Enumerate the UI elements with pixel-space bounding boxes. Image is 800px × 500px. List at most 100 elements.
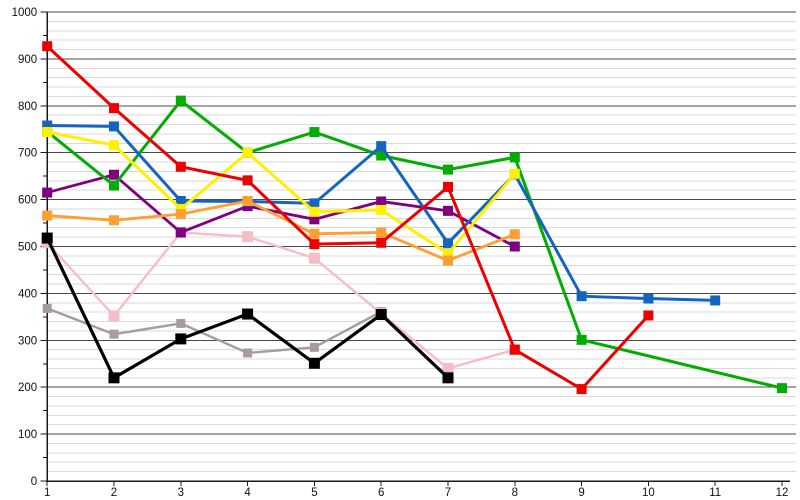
marker-pink-x7	[442, 362, 454, 374]
series-yellow	[42, 127, 520, 259]
marker-black-x7	[442, 372, 454, 384]
series-black	[41, 232, 454, 384]
marker-red-x6	[376, 237, 387, 248]
y-tick-label: 1000	[12, 7, 38, 19]
marker-green-x6	[376, 150, 387, 161]
marker-orange-x7	[443, 255, 453, 266]
marker-gray-x4	[243, 348, 253, 358]
series-line-yellow	[46, 130, 516, 256]
x-tick-label: 9	[578, 487, 584, 499]
series-blue	[42, 120, 721, 306]
marker-purple-x7	[443, 205, 453, 216]
marker-red-x1	[42, 41, 53, 52]
x-tick-label: 6	[378, 487, 384, 499]
marker-yellow-x8	[509, 168, 520, 179]
marker-orange-x2	[109, 215, 119, 226]
marker-green-x9	[576, 334, 587, 345]
marker-purple-x2	[109, 169, 119, 180]
marker-green-x3	[175, 95, 186, 106]
marker-green-x2	[109, 180, 119, 191]
marker-yellow-x5	[309, 206, 320, 217]
y-tick-label: 800	[18, 101, 37, 113]
marker-blue-x6	[376, 141, 387, 152]
marker-red-x10	[643, 310, 654, 321]
x-tick-label: 12	[776, 487, 789, 499]
marker-purple-x5	[309, 214, 320, 225]
marker-purple-x6	[376, 196, 387, 207]
marker-blue-x7	[443, 238, 453, 249]
marker-purple-x3	[175, 227, 186, 238]
marker-black-x6	[375, 309, 387, 321]
series-line-pink	[46, 231, 516, 370]
series-line-green	[46, 98, 783, 390]
x-tick-label: 1	[44, 487, 50, 499]
marker-black-x1	[41, 232, 53, 244]
y-tick-label: 300	[18, 335, 37, 347]
series-line-orange	[47, 199, 516, 263]
marker-orange-x1	[42, 210, 53, 221]
series-orange	[42, 196, 520, 266]
marker-yellow-x3	[175, 203, 186, 214]
gridlines	[47, 11, 796, 473]
y-tick-label: 200	[18, 382, 37, 394]
y-tick-label: 400	[18, 288, 37, 300]
marker-red-x4	[242, 175, 253, 186]
marker-orange-x4	[242, 196, 253, 207]
marker-green-x7	[443, 164, 453, 175]
y-tick-label: 700	[18, 148, 37, 160]
marker-blue-x3	[175, 196, 186, 207]
marker-red-x7	[443, 181, 453, 192]
x-tick-label: 10	[642, 487, 655, 499]
marker-pink-x4	[242, 231, 254, 243]
marker-yellow-x7	[443, 248, 453, 259]
marker-black-x4	[242, 308, 254, 320]
marker-orange-x8	[509, 229, 520, 240]
series-red	[42, 41, 654, 395]
x-tick-label: 7	[445, 487, 451, 499]
marker-red-x9	[576, 384, 587, 395]
marker-yellow-x6	[376, 204, 387, 215]
marker-green-x12	[777, 383, 787, 394]
marker-gray-x2	[109, 329, 119, 339]
marker-gray-x3	[176, 318, 186, 328]
marker-blue-x11	[710, 295, 721, 306]
x-tick-label: 3	[178, 487, 184, 499]
marker-purple-x8	[509, 241, 520, 252]
marker-red-x3	[175, 161, 186, 172]
marker-blue-x10	[643, 293, 654, 304]
marker-green-x8	[509, 152, 520, 163]
marker-black-x5	[308, 357, 320, 369]
x-tick-label: 8	[512, 487, 518, 499]
marker-gray-x5	[309, 342, 319, 352]
y-tick-label: 100	[18, 429, 37, 441]
x-tick-label: 11	[709, 487, 721, 499]
y-tick-label: 900	[18, 54, 37, 66]
marker-blue-x9	[576, 291, 587, 302]
x-tick-label: 4	[244, 487, 251, 499]
marker-gray-x1	[42, 303, 52, 313]
marker-yellow-x4	[242, 147, 253, 158]
marker-red-x2	[109, 103, 119, 114]
marker-red-x5	[309, 239, 320, 250]
marker-pink-x5	[308, 252, 320, 264]
marker-black-x2	[108, 372, 120, 384]
marker-pink-x2	[108, 310, 120, 322]
series-green	[42, 95, 787, 394]
marker-black-x3	[175, 333, 187, 345]
marker-yellow-x1	[42, 127, 53, 138]
marker-purple-x1	[42, 187, 53, 198]
marker-blue-x5	[309, 198, 320, 209]
marker-red-x8	[509, 344, 520, 355]
marker-orange-x6	[376, 227, 387, 238]
x-tick-label: 2	[111, 487, 117, 499]
series-line-red	[46, 45, 650, 391]
y-tick-label: 600	[18, 195, 37, 207]
marker-yellow-x2	[109, 140, 119, 151]
marker-blue-x1	[42, 120, 53, 131]
marker-blue-x2	[109, 121, 119, 132]
y-tick-label: 0	[31, 476, 37, 488]
marker-green-x5	[309, 127, 320, 138]
y-tick-label: 500	[18, 242, 37, 254]
